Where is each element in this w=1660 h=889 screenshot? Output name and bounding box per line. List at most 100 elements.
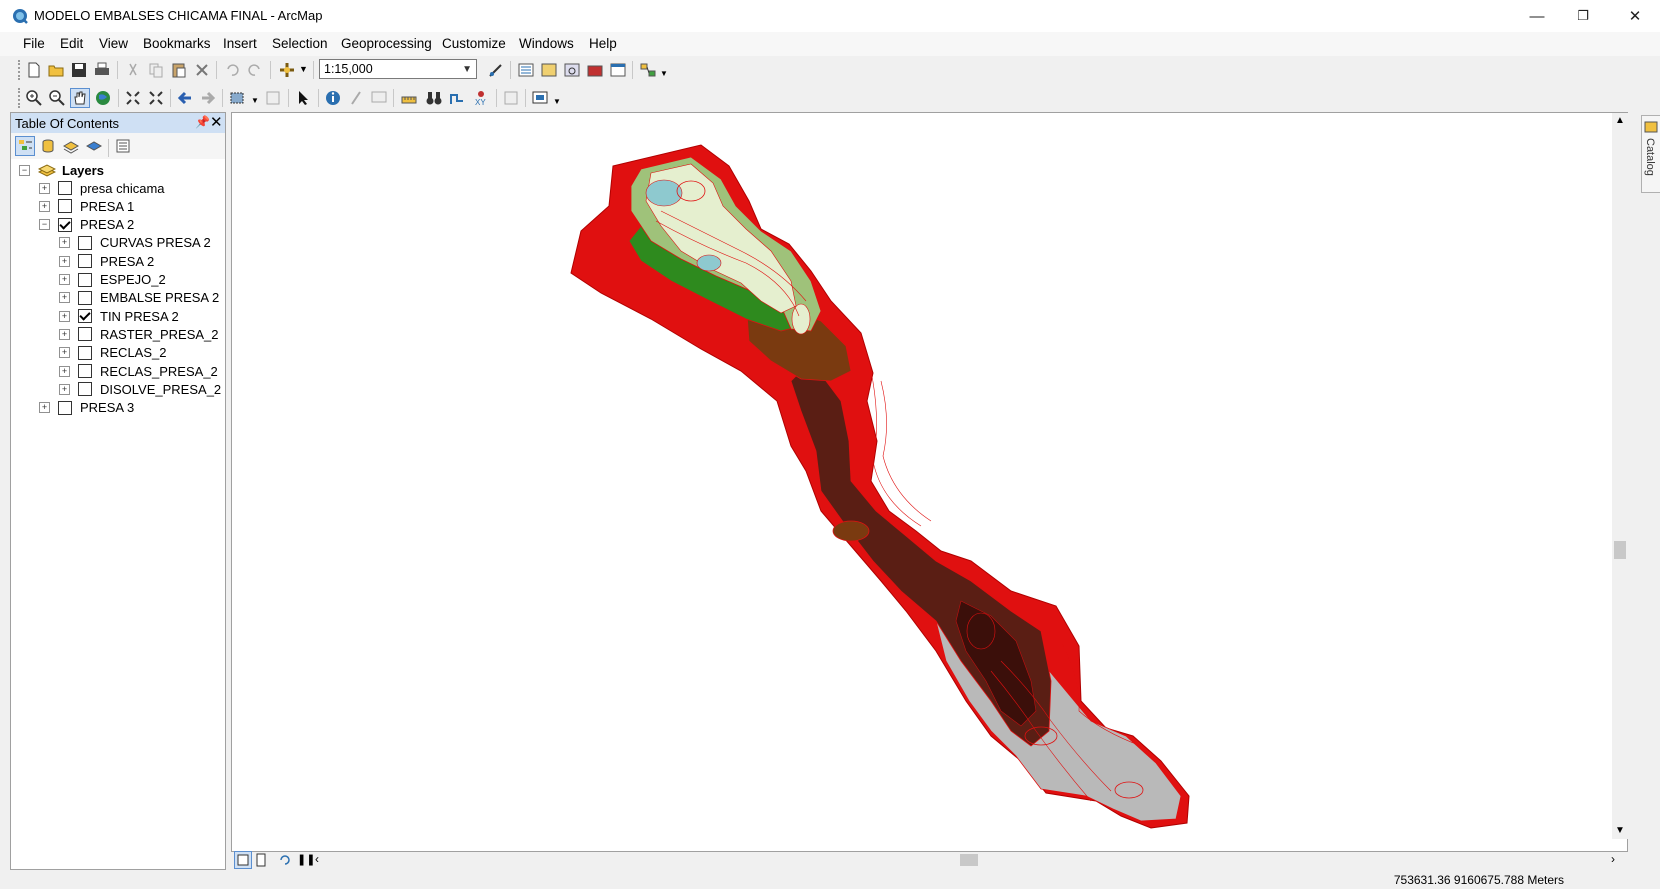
layer-row[interactable]: + TIN PRESA 2 (59, 307, 179, 325)
list-by-drawing-order-icon[interactable] (15, 136, 35, 156)
fixed-zoom-in-icon[interactable] (124, 89, 142, 107)
restore-button[interactable]: ❐ (1577, 8, 1589, 23)
add-data-dropdown-icon[interactable]: ▼ (299, 64, 308, 74)
select-elements-arrow-icon[interactable] (295, 89, 313, 107)
select-features-icon[interactable] (229, 89, 247, 107)
tin-terrain-map[interactable] (232, 113, 1627, 851)
chevron-down-icon[interactable]: ▼ (462, 64, 472, 75)
search-window-icon[interactable] (563, 61, 581, 79)
hyperlink-icon[interactable] (347, 89, 365, 107)
full-extent-globe-icon[interactable] (94, 89, 112, 107)
collapse-icon[interactable]: − (19, 164, 30, 176)
python-window-icon[interactable] (609, 61, 627, 79)
map-scale-combobox[interactable]: 1:15,000 ▼ (319, 59, 477, 79)
find-route-icon[interactable] (448, 89, 466, 107)
go-forward-arrow-icon[interactable] (199, 89, 217, 107)
layout-view-icon[interactable] (253, 852, 269, 868)
editor-toolbar-icon[interactable] (487, 61, 505, 79)
expand-icon[interactable]: + (39, 182, 50, 194)
layer-visibility-checkbox[interactable] (58, 199, 72, 214)
print-icon[interactable] (93, 61, 111, 79)
layer-visibility-checkbox[interactable] (58, 217, 72, 232)
layer-row[interactable]: + CURVAS PRESA 2 (59, 234, 211, 252)
expand-icon[interactable]: + (59, 347, 70, 359)
measure-ruler-icon[interactable] (400, 89, 418, 107)
horizontal-scrollbar[interactable]: ❚❚ ‹ › (231, 851, 1628, 869)
time-slider-icon[interactable] (502, 89, 520, 107)
table-of-contents-window-icon[interactable] (517, 61, 535, 79)
expand-icon[interactable]: + (59, 237, 70, 249)
toc-close-button[interactable]: ✕ (210, 114, 223, 131)
layer-visibility-checkbox[interactable] (78, 272, 92, 287)
layer-visibility-checkbox[interactable] (78, 254, 92, 269)
find-binoculars-icon[interactable] (425, 89, 443, 107)
clear-selection-icon[interactable] (264, 89, 282, 107)
go-back-arrow-icon[interactable] (176, 89, 194, 107)
menu-edit[interactable]: Edit (60, 36, 84, 51)
fixed-zoom-out-icon[interactable] (147, 89, 165, 107)
data-view-icon[interactable] (234, 851, 252, 869)
go-to-xy-icon[interactable]: XY (472, 89, 490, 107)
new-document-icon[interactable] (25, 61, 43, 79)
menu-help[interactable]: Help (589, 36, 617, 51)
pan-hand-icon[interactable] (70, 88, 90, 108)
pin-icon[interactable]: 📌 (195, 115, 210, 129)
menu-bookmarks[interactable]: Bookmarks (143, 36, 211, 51)
toolbar-grip[interactable] (18, 60, 24, 80)
cut-icon[interactable] (124, 61, 142, 79)
zoom-out-icon[interactable] (48, 89, 66, 107)
arctoolbox-icon[interactable] (586, 61, 604, 79)
layer-visibility-checkbox[interactable] (78, 382, 92, 397)
menu-customize[interactable]: Customize (442, 36, 506, 51)
layer-row[interactable]: + EMBALSE PRESA 2 (59, 289, 219, 307)
layer-row[interactable]: + DISOLVE_PRESA_2 (59, 380, 221, 398)
modelbuilder-icon[interactable] (639, 61, 657, 79)
layer-visibility-checkbox[interactable] (78, 327, 92, 342)
catalog-window-icon[interactable] (540, 61, 558, 79)
identify-info-icon[interactable] (324, 89, 342, 107)
layer-row[interactable]: + RECLAS_PRESA_2 (59, 362, 218, 380)
vertical-scroll-thumb[interactable] (1614, 541, 1626, 559)
menu-insert[interactable]: Insert (223, 36, 257, 51)
toolbar-options-icon[interactable]: ▼ (553, 97, 561, 106)
toolbar-grip[interactable] (18, 88, 24, 108)
collapse-icon[interactable]: − (39, 219, 50, 231)
menu-selection[interactable]: Selection (272, 36, 328, 51)
layer-visibility-checkbox[interactable] (78, 309, 92, 324)
close-button[interactable]: ✕ (1628, 8, 1642, 25)
list-by-visibility-icon[interactable] (62, 137, 80, 155)
layer-row[interactable]: + PRESA 3 (39, 399, 134, 417)
expand-icon[interactable]: + (59, 292, 70, 304)
list-by-source-icon[interactable] (39, 137, 57, 155)
toolbar-options-icon[interactable]: ▼ (660, 69, 668, 78)
undo-icon[interactable] (223, 61, 241, 79)
menu-geoprocessing[interactable]: Geoprocessing (341, 36, 432, 51)
create-viewer-window-icon[interactable] (531, 89, 549, 107)
zoom-in-icon[interactable] (25, 89, 43, 107)
expand-icon[interactable]: + (59, 328, 70, 340)
redo-icon[interactable] (246, 61, 264, 79)
menu-view[interactable]: View (99, 36, 129, 51)
scroll-left-icon[interactable]: ‹ (315, 852, 319, 866)
layer-row[interactable]: + RASTER_PRESA_2 (59, 325, 219, 343)
copy-icon[interactable] (147, 61, 165, 79)
pause-drawing-icon[interactable]: ❚❚ (297, 854, 316, 866)
expand-icon[interactable]: + (39, 200, 50, 212)
layer-visibility-checkbox[interactable] (58, 400, 72, 415)
menu-windows[interactable]: Windows (519, 36, 574, 51)
open-folder-icon[interactable] (47, 61, 65, 79)
catalog-side-tab[interactable]: Catalog (1641, 115, 1660, 193)
map-display[interactable]: ▲ ▼ (231, 112, 1628, 852)
menu-file[interactable]: File (23, 36, 45, 51)
minimize-button[interactable]: — (1529, 7, 1545, 25)
scroll-up-icon[interactable]: ▲ (1615, 115, 1625, 126)
layer-row[interactable]: + PRESA 2 (59, 252, 154, 270)
refresh-icon[interactable] (277, 852, 293, 868)
layer-row[interactable]: + ESPEJO_2 (59, 271, 166, 289)
toc-options-icon[interactable] (114, 137, 132, 155)
scroll-right-icon[interactable]: › (1611, 852, 1615, 866)
layer-visibility-checkbox[interactable] (78, 290, 92, 305)
expand-icon[interactable]: + (59, 310, 70, 322)
expand-icon[interactable]: + (59, 274, 70, 285)
layer-row[interactable]: + presa chicama (39, 179, 165, 197)
